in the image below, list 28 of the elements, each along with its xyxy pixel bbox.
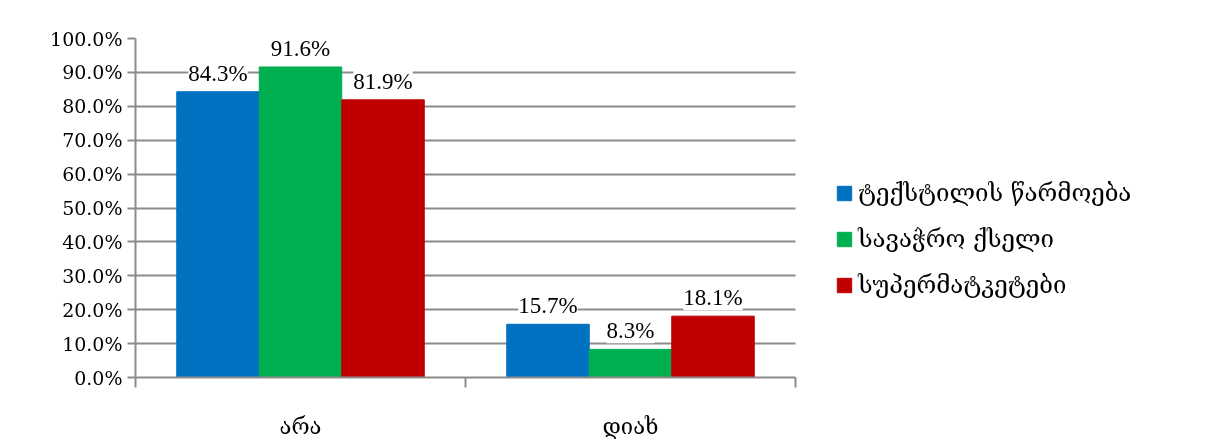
y-tick-label: 30.0% [62,264,123,287]
data-label: 91.6% [270,35,331,61]
y-tick-label: 60.0% [62,163,123,186]
legend-label: სუპერმატკეტები [858,271,1067,299]
bar [588,348,673,378]
y-tick-label: 0.0% [74,366,123,389]
bar [258,66,343,378]
data-label: 8.3% [606,318,655,344]
data-label: 18.1% [683,285,743,311]
data-label: 81.9% [353,68,413,94]
bar [341,99,425,378]
bar [176,91,260,378]
bar [506,323,590,378]
data-label: 15.7% [518,293,578,319]
y-tick-label: 20.0% [62,298,123,321]
y-tick-label: 90.0% [62,61,123,84]
y-tick-label: 10.0% [62,332,123,355]
y-tick-label: 100.0% [50,27,123,50]
y-tick-label: 70.0% [62,129,123,152]
y-tick-label: 40.0% [62,230,123,253]
legend-label: სავაჭრო ქსელი [858,225,1054,253]
x-tick-label: დიახ [602,413,659,439]
y-tick-label: 80.0% [62,95,123,118]
y-tick-label: 50.0% [62,197,123,219]
x-tick-label: არა [279,413,322,439]
bar [671,315,755,378]
legend-label: ტექსტილის წარმოება [858,179,1132,207]
data-label: 84.3% [188,60,248,86]
